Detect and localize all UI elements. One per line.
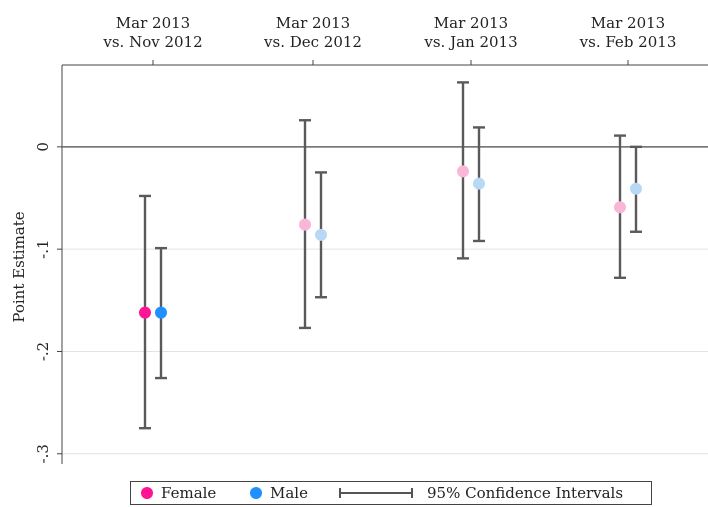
gridlines <box>62 248 708 455</box>
legend-item-female: Female <box>141 484 216 502</box>
point-male-2 <box>473 177 485 190</box>
y-tick-label-3: -.3 <box>34 444 52 463</box>
category-label-3-0: Mar 2013 <box>591 14 665 32</box>
point-female-2 <box>457 165 469 178</box>
category-label-2-0: Mar 2013 <box>434 14 508 32</box>
point-male-3 <box>630 182 642 195</box>
confidence-interval-icon <box>339 488 413 498</box>
point-male-0 <box>155 306 167 319</box>
point-male-1 <box>315 228 327 241</box>
legend: Female Male 95% Confidence Intervals <box>130 481 652 505</box>
legend-item-male: Male <box>250 484 308 502</box>
category-label-0-1: vs. Nov 2012 <box>102 33 202 51</box>
point-female-3 <box>614 201 626 214</box>
female-swatch-icon <box>141 487 153 499</box>
y-tick-label-2: -.2 <box>34 342 52 361</box>
chart-marks <box>139 81 642 430</box>
legend-label-ci: 95% Confidence Intervals <box>427 484 624 502</box>
category-label-3-1: vs. Feb 2013 <box>579 33 677 51</box>
category-label-1-0: Mar 2013 <box>276 14 350 32</box>
category-label-1-1: vs. Dec 2012 <box>263 33 362 51</box>
legend-label-male: Male <box>270 484 308 502</box>
category-label-2-1: vs. Jan 2013 <box>423 33 517 51</box>
axes <box>61 64 708 464</box>
y-tick-label-0: 0 <box>34 142 52 152</box>
legend-item-ci: 95% Confidence Intervals <box>339 484 623 502</box>
point-female-1 <box>299 218 311 231</box>
y-tick-label-1: -.1 <box>34 239 52 258</box>
y-tick-labels: 0 -.1 -.2 -.3 <box>34 142 62 463</box>
category-label-0-0: Mar 2013 <box>116 14 190 32</box>
point-female-0 <box>139 306 151 319</box>
legend-label-female: Female <box>161 484 217 502</box>
male-swatch-icon <box>250 487 262 499</box>
y-axis-label: Point Estimate <box>10 211 28 322</box>
